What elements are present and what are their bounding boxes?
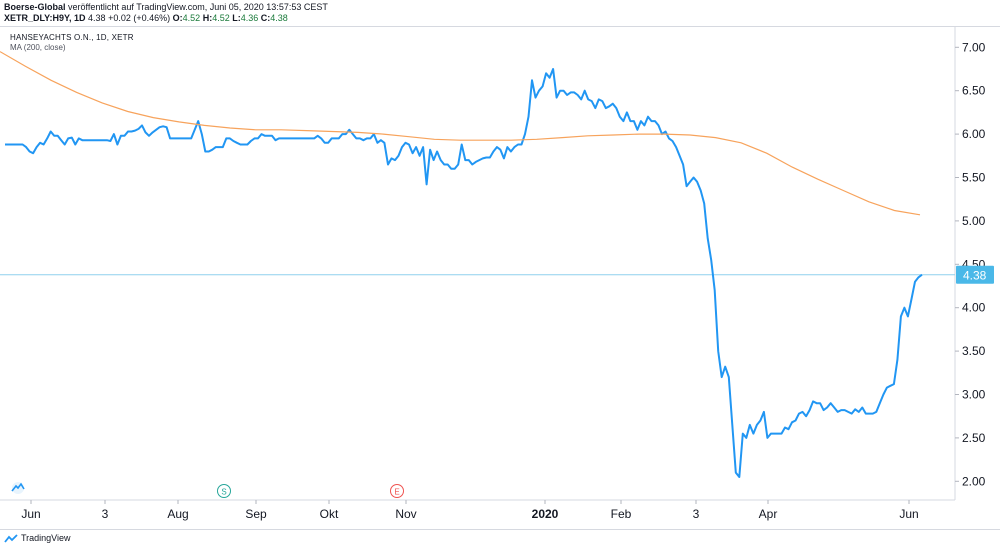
y-tick-label: 5.50 (962, 171, 986, 185)
last-price-badge-label: 4.38 (963, 269, 987, 283)
x-tick-label: 3 (102, 507, 109, 521)
tradingview-logo-icon (4, 533, 18, 543)
y-tick-label: 3.50 (962, 344, 986, 358)
quote-line: XETR_DLY:H9Y, 1D 4.38 +0.02 (+0.46%) O:4… (4, 13, 288, 24)
event-marker-letter: S (221, 488, 226, 497)
x-tick-label: Apr (759, 507, 778, 521)
x-tick-label: 3 (693, 507, 700, 521)
low-value: 4.36 (240, 13, 259, 23)
y-tick-label: 7.00 (962, 40, 986, 54)
x-tick-label: Jun (21, 507, 40, 521)
open-label: O: (172, 13, 183, 23)
low-label: L: (232, 13, 241, 23)
y-tick-label: 6.00 (962, 127, 986, 141)
plot-area[interactable] (0, 51, 955, 478)
high-value: 4.52 (212, 13, 230, 23)
price-axis[interactable]: 7.006.506.005.505.004.504.003.503.002.50… (955, 40, 986, 488)
y-tick-label: 2.50 (962, 431, 986, 445)
footer: TradingView (4, 533, 71, 543)
x-tick-label: Jun (899, 507, 918, 521)
y-tick-label: 2.00 (962, 474, 986, 488)
ticker: XETR_DLY:H9Y, 1D (4, 13, 86, 23)
close-value: 4.38 (270, 13, 288, 23)
last-price-badge-group: 4.38 (956, 265, 994, 284)
publish-info: Boerse-Global veröffentlicht auf Trading… (4, 2, 328, 13)
price-change: +0.02 (+0.46%) (108, 13, 171, 23)
x-tick-label: Nov (395, 507, 416, 521)
x-tick-label: Okt (320, 507, 339, 521)
y-tick-label: 5.00 (962, 214, 986, 228)
symbol-title: HANSEYACHTS O.N., 1D, XETR (10, 33, 134, 42)
last-price: 4.38 (88, 13, 106, 23)
y-tick-label: 4.00 (962, 301, 986, 315)
close-label: C: (260, 13, 271, 23)
x-tick-label: Feb (611, 507, 632, 521)
open-value: 4.52 (182, 13, 201, 23)
y-tick-label: 3.00 (962, 388, 986, 402)
published-text: veröffentlicht auf TradingView.com, Juni… (65, 2, 328, 12)
event-marker (217, 484, 231, 498)
last-price-badge (956, 265, 994, 284)
ma-series-line (0, 51, 921, 216)
y-tick-label: 6.50 (962, 84, 986, 98)
ma-legend[interactable]: MA (200, close) (10, 43, 66, 52)
x-tick-label: 2020 (532, 507, 559, 521)
x-tick-label: Sep (245, 507, 267, 521)
tv-chart-icon[interactable] (11, 482, 25, 494)
time-axis[interactable]: Jun 3 Aug Sep Okt Nov 2020 Feb 3 Apr Jun (21, 500, 919, 521)
publisher-name: Boerse-Global (4, 2, 66, 12)
event-marker-letter: E (394, 488, 399, 497)
event-marker (390, 484, 404, 498)
high-label: H: (202, 13, 213, 23)
chart-frame (0, 26, 1000, 530)
footer-brand: TradingView (21, 533, 71, 543)
x-tick-label: Aug (167, 507, 188, 521)
price-series-line (5, 68, 923, 478)
